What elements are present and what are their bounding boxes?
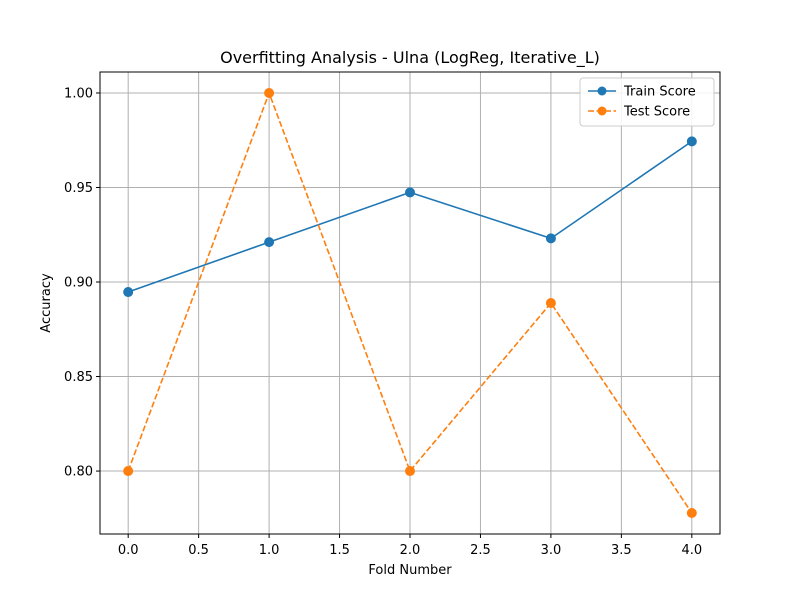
chart-title: Overfitting Analysis - Ulna (LogReg, Ite… [220, 48, 600, 68]
y-tick-label: 0.95 [64, 181, 93, 196]
y-tick-label: 0.80 [64, 465, 93, 480]
train-score-point [686, 136, 697, 147]
legend-test-score-label: Test Score [623, 105, 690, 120]
x-tick-label: 3.0 [541, 543, 562, 558]
y-axis-title: Accuracy [39, 273, 54, 333]
train-score-point [264, 237, 275, 248]
x-tick-label: 1.5 [329, 543, 350, 558]
x-tick-label: 2.0 [400, 543, 421, 558]
legend-train-score-label: Train Score [623, 85, 696, 100]
legend-train-score-marker [597, 86, 607, 96]
x-tick-label: 3.5 [611, 543, 632, 558]
x-axis-title: Fold Number [368, 563, 452, 578]
x-tick-label: 4.0 [681, 543, 702, 558]
y-tick-label: 0.85 [64, 370, 93, 385]
test-score-point [405, 466, 415, 477]
legend: Train Score Test Score [579, 77, 715, 127]
y-tick-label: 0.90 [64, 276, 93, 291]
x-tick-label: 1.0 [259, 543, 280, 558]
legend-box [579, 77, 715, 127]
test-score-line [127, 92, 693, 514]
test-score-point [686, 508, 697, 519]
x-tick-label: 0.0 [118, 543, 139, 558]
y-tick-label: 1.00 [64, 86, 93, 101]
test-score-point [545, 298, 556, 308]
x-tick-label: 2.5 [470, 543, 491, 558]
series-layer [123, 87, 697, 519]
x-tick-label: 0.5 [188, 543, 209, 558]
train-score-point [545, 233, 556, 244]
test-score-point [123, 466, 134, 477]
axis-ticks: 0.0 0.5 1.0 1.5 2.0 2.5 3.0 3.5 4.0 0.80 0.85 0.90 0… [64, 86, 702, 558]
train-score-point [405, 187, 415, 198]
legend-test-score-marker [597, 106, 607, 116]
train-score-point [123, 287, 134, 298]
test-score-point [264, 87, 275, 98]
